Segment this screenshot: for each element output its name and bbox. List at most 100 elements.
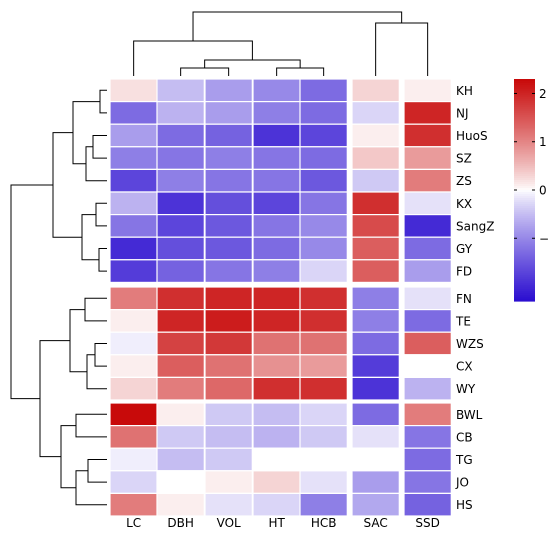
heatmap-cell	[156, 78, 205, 103]
colorbar-segment	[514, 234, 535, 238]
heatmap-cell	[299, 286, 348, 311]
colorbar-segment	[514, 282, 535, 286]
heatmap-cell	[252, 331, 301, 356]
column-label: DBH	[167, 516, 194, 530]
colorbar-tick-label: 2	[539, 87, 547, 101]
heatmap-cell	[403, 78, 452, 103]
heatmap-cell	[204, 425, 253, 449]
heatmap-cell	[204, 286, 253, 311]
heatmap-cell	[109, 286, 158, 311]
row-label: HS	[456, 498, 473, 512]
colorbar-segment	[514, 93, 535, 96]
heatmap-cell	[156, 309, 205, 333]
heatmap-cell	[252, 425, 301, 449]
colorbar-segment	[514, 173, 535, 177]
heatmap-cell	[299, 425, 348, 449]
heatmap-cell	[403, 309, 452, 333]
heatmap-cell	[109, 259, 158, 283]
colorbar-segment	[514, 131, 535, 135]
heatmap-cell	[252, 376, 301, 401]
dendrogram-branch	[92, 135, 107, 159]
dendrogram-branch	[180, 67, 230, 76]
colorbar-segment	[514, 276, 535, 280]
heatmap-cell	[299, 331, 348, 356]
heatmap-cell	[156, 123, 205, 148]
colorbar-segment	[514, 169, 535, 173]
heatmap-cell	[351, 354, 400, 378]
colorbar-segment	[514, 85, 535, 88]
colorbar-segment	[514, 135, 535, 139]
dendrogram-branch	[375, 22, 429, 76]
colorbar-segment	[514, 252, 535, 256]
heatmap-cell	[403, 425, 452, 449]
heatmap-cell	[403, 447, 452, 472]
colorbar-segment	[514, 196, 535, 199]
heatmap-cells	[109, 78, 452, 517]
heatmap-cell	[403, 492, 452, 517]
heatmap-cell	[299, 191, 348, 216]
colorbar-segment	[514, 206, 535, 209]
heatmap-cell	[156, 146, 205, 171]
heatmap-cell	[252, 402, 301, 427]
column-label: VOL	[217, 516, 241, 530]
heatmap-cell	[351, 100, 400, 125]
row-label: WZS	[456, 337, 484, 351]
heatmap-cell	[299, 100, 348, 125]
colorbar-segment	[514, 155, 535, 159]
colorbar-segment	[514, 236, 535, 240]
column-label: HT	[268, 516, 285, 530]
colorbar-segment	[514, 242, 535, 246]
colorbar-segment	[514, 97, 535, 100]
heatmap-cell	[252, 447, 301, 472]
colorbar-segment	[514, 147, 535, 151]
colorbar-segment	[514, 115, 535, 118]
heatmap-cell	[351, 191, 400, 216]
heatmap-cell	[351, 78, 400, 103]
heatmap-cell	[156, 354, 205, 378]
heatmap-cell	[252, 168, 301, 193]
heatmap-cell	[204, 214, 253, 238]
colorbar-segment	[514, 270, 535, 274]
heatmap-cell	[109, 425, 158, 449]
heatmap-cell	[252, 259, 301, 283]
colorbar-segment	[514, 268, 535, 272]
heatmap-cell	[204, 354, 253, 378]
colorbar-segment	[514, 260, 535, 264]
heatmap-cell	[299, 376, 348, 401]
colorbar-segment	[514, 216, 535, 219]
colorbar-segment	[514, 183, 535, 187]
heatmap-cell	[403, 286, 452, 311]
colorbar-segment	[514, 165, 535, 169]
colorbar-segment	[514, 129, 535, 133]
colorbar-segment	[514, 177, 535, 181]
heatmap-cell	[252, 123, 301, 148]
colorbar-segment	[514, 145, 535, 149]
heatmap-cell	[156, 376, 205, 401]
colorbar-segment	[514, 208, 535, 211]
colorbar-segment	[514, 121, 535, 124]
colorbar-segment	[514, 91, 535, 94]
colorbar-segment	[514, 79, 535, 82]
heatmap-cell	[299, 123, 348, 148]
heatmap-cell	[299, 402, 348, 427]
heatmap-cell	[156, 259, 205, 283]
colorbar-segment	[514, 240, 535, 244]
dendrogram-branch	[10, 184, 53, 400]
colorbar-segment	[514, 294, 535, 298]
row-label: CB	[456, 430, 473, 444]
heatmap-cell	[403, 191, 452, 216]
heatmap-cell	[403, 331, 452, 356]
heatmap-cell	[204, 236, 253, 261]
colorbar-segment	[514, 200, 535, 203]
heatmap-cell	[403, 123, 452, 148]
heatmap-cell	[351, 402, 400, 427]
colorbar-segment	[514, 141, 535, 145]
heatmap-cell	[403, 259, 452, 283]
heatmap-cell	[299, 168, 348, 193]
row-label: GY	[456, 242, 473, 256]
dendrogram-branch	[84, 297, 107, 322]
colorbar-segment	[514, 101, 535, 104]
colorbar-segment	[514, 202, 535, 205]
dendrogram-branch	[69, 309, 87, 373]
colorbar-segment	[514, 244, 535, 248]
